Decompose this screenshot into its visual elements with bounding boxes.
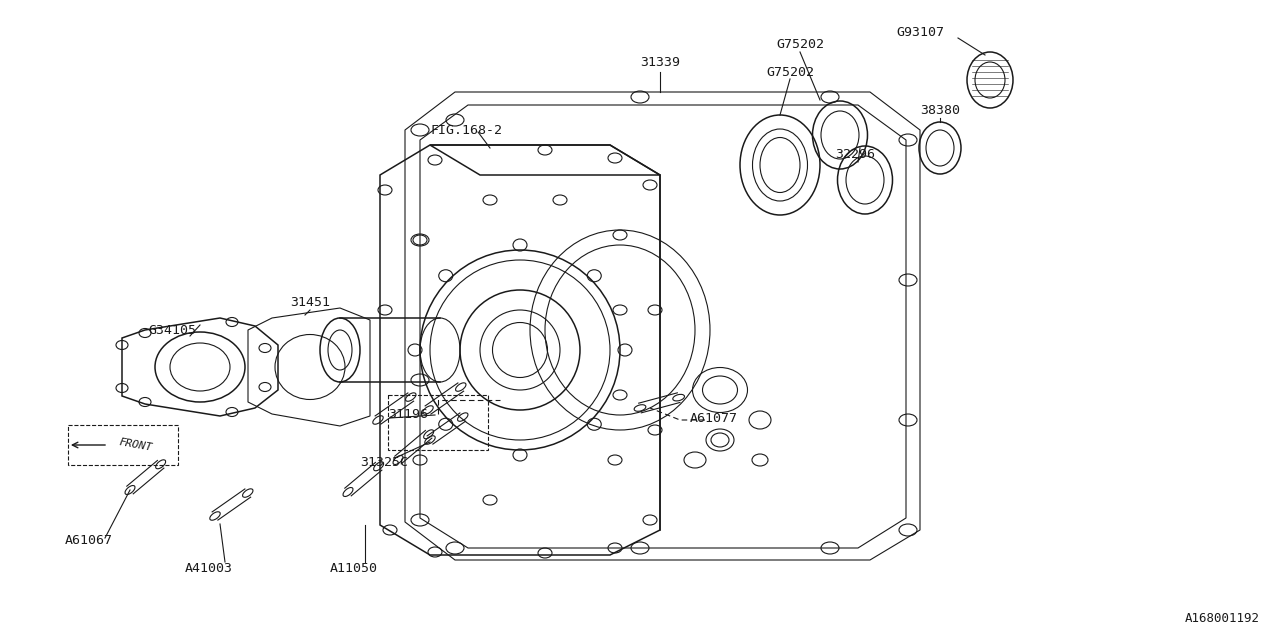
- Text: FIG.168-2: FIG.168-2: [430, 124, 502, 136]
- Bar: [68, 425, 178, 465]
- Text: G93107: G93107: [896, 26, 945, 38]
- Text: A61077: A61077: [690, 412, 739, 424]
- Text: 31451: 31451: [291, 296, 330, 308]
- Text: G75202: G75202: [776, 38, 824, 51]
- Text: A41003: A41003: [186, 561, 233, 575]
- Text: A11050: A11050: [330, 561, 378, 575]
- Text: FRONT: FRONT: [118, 437, 154, 453]
- Text: 38380: 38380: [920, 104, 960, 116]
- Text: A168001192: A168001192: [1185, 612, 1260, 625]
- Text: 32296: 32296: [835, 148, 876, 161]
- Bar: [388, 395, 488, 450]
- Text: 31339: 31339: [640, 56, 680, 68]
- Text: G34105: G34105: [148, 323, 196, 337]
- Text: 31196: 31196: [388, 408, 428, 422]
- Text: A61067: A61067: [65, 534, 113, 547]
- Text: G75202: G75202: [765, 65, 814, 79]
- Text: 31325C: 31325C: [360, 456, 408, 468]
